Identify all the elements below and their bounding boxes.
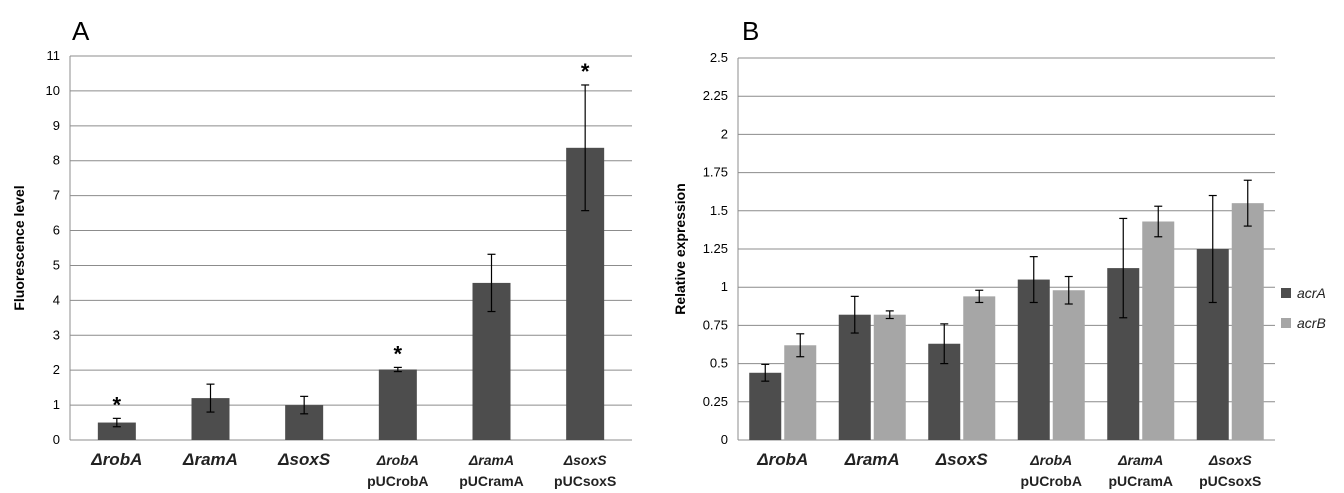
y-tick-label: 1.25 [703, 241, 728, 256]
y-tick-label: 2.5 [710, 50, 728, 65]
y-tick-label: 11 [47, 48, 61, 63]
bar [784, 345, 817, 440]
x-category-sublabel: pUCsoxS [554, 473, 616, 489]
bar [1231, 203, 1264, 440]
x-category-label: ΔsoxS [935, 450, 989, 469]
x-category-sublabel: pUCramA [1108, 473, 1173, 489]
x-category-label: ΔrobA [90, 450, 142, 469]
y-tick-label: 6 [53, 223, 60, 238]
x-category-label: ΔramA [1117, 452, 1163, 468]
y-tick-label: 0 [53, 432, 60, 447]
x-category-label: ΔrobA [376, 452, 419, 468]
x-category-sublabel: pUCsoxS [1199, 473, 1261, 489]
legend-label: acrA [1297, 285, 1326, 301]
x-category-sublabel: pUCrobA [1021, 473, 1082, 489]
bar [749, 372, 782, 440]
y-tick-label: 1 [721, 279, 728, 294]
legend-swatch [1281, 288, 1291, 298]
x-category-label: ΔrobA [756, 450, 808, 469]
x-category-sublabel: pUCrobA [367, 473, 428, 489]
y-tick-label: 7 [53, 188, 60, 203]
x-category-label: ΔsoxS [277, 450, 331, 469]
significance-marker: * [394, 341, 403, 366]
bar [1017, 279, 1050, 440]
y-tick-label: 2.25 [703, 88, 728, 103]
bar [1052, 290, 1085, 440]
bar [963, 296, 996, 440]
x-category-sublabel: pUCramA [459, 473, 524, 489]
y-axis-label: Fluorescence level [11, 185, 27, 310]
y-tick-label: 5 [53, 257, 60, 272]
bar [1142, 221, 1175, 440]
x-category-label: ΔramA [844, 450, 900, 469]
x-category-label: ΔramA [468, 452, 514, 468]
significance-marker: * [581, 59, 590, 84]
x-category-label: ΔramA [182, 450, 238, 469]
panel-label-b: B [742, 16, 759, 46]
x-category-label: ΔrobA [1029, 452, 1072, 468]
chart-b: 0 0.25 0.5 0.75 1 1.25 1.5 1.75 2 2.25 2.5 Relative… [672, 50, 1326, 489]
y-tick-label: 4 [53, 292, 60, 307]
y-tick-label: 0.5 [710, 356, 728, 371]
chart-a: 0 1 2 3 4 5 6 7 8 9 10 11 Fluorescence level * * * ΔrobA… [11, 48, 632, 489]
bar [838, 314, 871, 440]
y-tick-label: 3 [53, 327, 60, 342]
legend-label: acrB [1297, 315, 1326, 331]
legend-swatch [1281, 318, 1291, 328]
significance-marker: * [113, 392, 122, 417]
y-tick-label: 2 [721, 126, 728, 141]
y-tick-label: 0.25 [703, 394, 728, 409]
y-tick-label: 10 [46, 83, 60, 98]
y-tick-label: 8 [53, 153, 60, 168]
y-tick-label: 2 [53, 362, 60, 377]
y-tick-label: 9 [53, 118, 60, 133]
x-category-label: ΔsoxS [1208, 452, 1253, 468]
bar [378, 369, 417, 440]
bar [873, 314, 906, 440]
y-tick-label: 1.5 [710, 203, 728, 218]
y-tick-label: 0 [721, 432, 728, 447]
x-category-label: ΔsoxS [563, 452, 608, 468]
panel-label-a: A [72, 16, 90, 46]
y-tick-label: 1 [53, 397, 60, 412]
y-tick-label: 0.75 [703, 317, 728, 332]
y-axis-label: Relative expression [672, 183, 688, 315]
bar [97, 422, 136, 440]
y-tick-label: 1.75 [703, 165, 728, 180]
